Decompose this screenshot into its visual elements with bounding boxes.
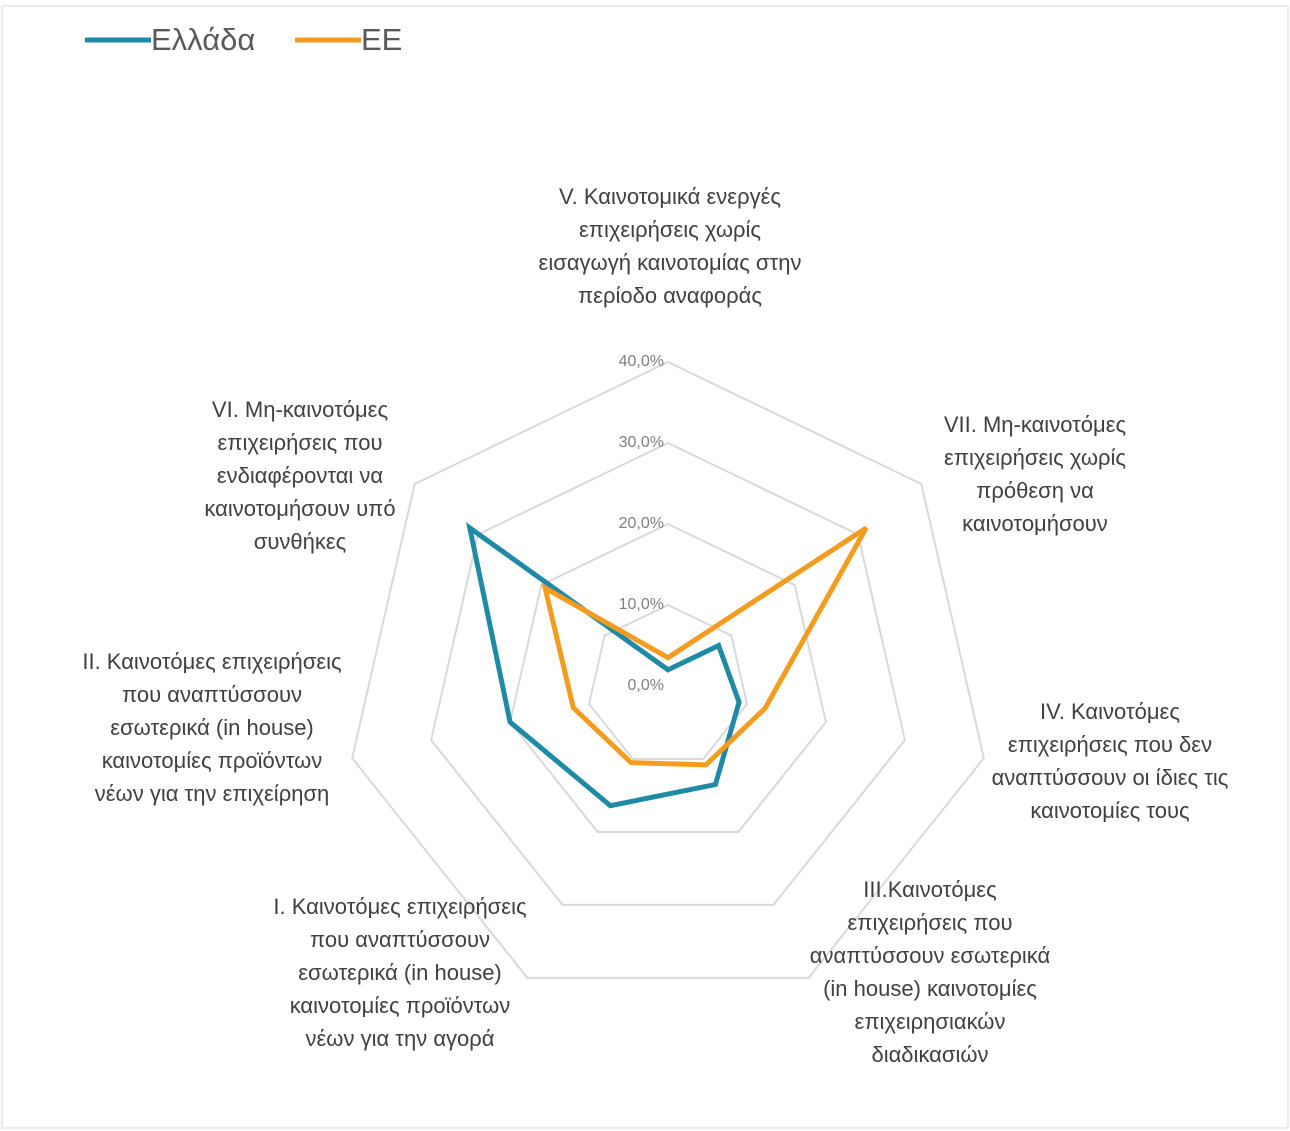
category-label: VI. Μη-καινοτόμες επιχειρήσεις που ενδια… [204,397,396,554]
series-line [466,522,742,809]
tick-label: 30,0% [619,434,664,451]
category-label: V. Καινοτομικά ενεργές επιχειρήσεις χωρί… [538,184,802,308]
legend-label: ΕΕ [361,22,402,57]
grid-ring [430,441,906,906]
tick-label: 0,0% [628,677,664,694]
tick-label: 40,0% [619,353,664,370]
tick-label: 10,0% [619,596,664,613]
category-label: VII. Μη-καινοτόμες επιχειρήσεις χωρίς πρ… [943,412,1127,536]
series-line [541,525,869,768]
grid-ring [508,522,828,833]
grid-ring [587,603,749,760]
category-label: I. Καινοτόμες επιχειρήσεις που αναπτύσσο… [273,894,527,1051]
legend-label: Ελλάδα [151,22,255,57]
category-label: III.Καινοτόμες επιχειρήσεις που αναπτύσσ… [809,877,1051,1067]
category-label: IV. Καινοτόμες επιχειρήσεις που δεν αναπ… [991,699,1229,823]
frame [1,5,1289,1129]
grid-ring [351,360,985,979]
category-label: II. Καινοτόμες επιχειρήσεις που αναπτύσσ… [82,649,342,806]
tick-label: 20,0% [619,515,664,532]
